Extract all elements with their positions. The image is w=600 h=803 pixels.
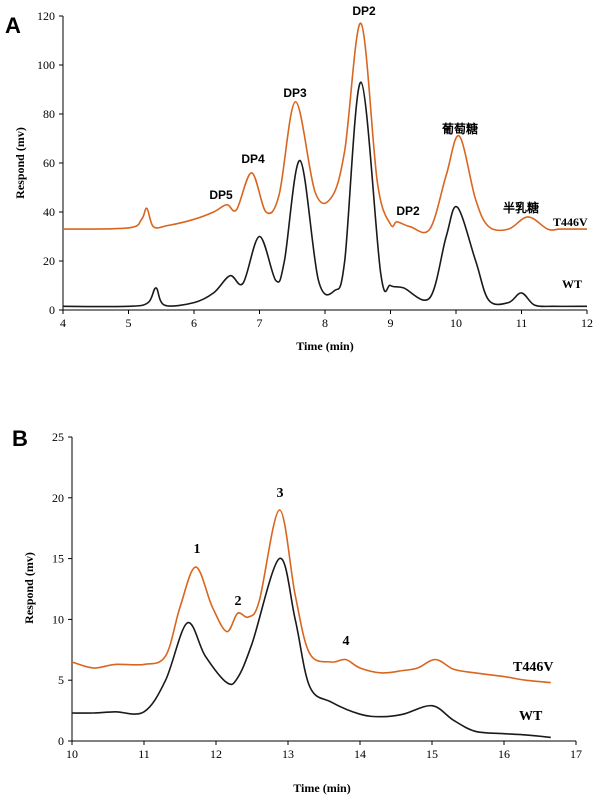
panel-b-y-tick-label: 20 bbox=[52, 491, 64, 505]
annotation-peak-1: 1 bbox=[194, 542, 201, 557]
annotation-dp3: DP3 bbox=[283, 86, 307, 100]
panel-a-y-tick-label: 100 bbox=[37, 58, 55, 72]
panel-a-series-label-t446v: T446V bbox=[553, 215, 588, 229]
panel-a-y-tick-label: 40 bbox=[43, 205, 55, 219]
panel-b-x-tick-label: 11 bbox=[138, 747, 150, 761]
panel-a-ylabel: Respond (mv) bbox=[13, 127, 27, 199]
panel-b-series-line-t446v bbox=[71, 509, 551, 684]
panel-b-series-label-t446v: T446V bbox=[513, 660, 553, 675]
panel-a-x-tick-label: 10 bbox=[450, 316, 462, 330]
panel-a-x-tick-label: 6 bbox=[191, 316, 197, 330]
annotation-glucose: 葡萄糖 bbox=[441, 121, 478, 136]
panel-a-x-tick-label: 4 bbox=[60, 316, 66, 330]
panel-b-x-tick-label: 12 bbox=[210, 747, 222, 761]
panel-a-xlabel: Time (min) bbox=[296, 339, 353, 353]
panel-a-x-tick-label: 8 bbox=[322, 316, 328, 330]
panel-a-y-tick-label: 120 bbox=[37, 9, 55, 23]
panel-b-y-tick-label: 15 bbox=[52, 552, 64, 566]
annotation-peak-4: 4 bbox=[343, 634, 350, 649]
panel-a-series-label-wt: WT bbox=[562, 277, 582, 291]
annotation-galactose: 半乳糖 bbox=[503, 200, 539, 215]
panel-b-x-tick-label: 17 bbox=[570, 747, 582, 761]
panel-b-xlabel: Time (min) bbox=[293, 781, 350, 795]
panel-b-ylabel: Respond (mv) bbox=[22, 552, 36, 624]
panel-b-y-tick-label: 10 bbox=[52, 612, 64, 626]
annotation-dp2-small: DP2 bbox=[396, 204, 420, 218]
annotation-dp2-top: DP2 bbox=[352, 4, 376, 18]
panel-b-x-tick-label: 16 bbox=[498, 747, 510, 761]
panel-a-y-tick-label: 20 bbox=[43, 254, 55, 268]
panel-b-label: B bbox=[12, 426, 28, 451]
panel-a-x-tick-label: 12 bbox=[581, 316, 593, 330]
panel-b-x-tick-label: 14 bbox=[354, 747, 366, 761]
panel-b-y-tick-label: 5 bbox=[58, 673, 64, 687]
panel-b-x-tick-label: 10 bbox=[66, 747, 78, 761]
annotation-peak-2: 2 bbox=[235, 594, 242, 609]
panel-a-y-tick-label: 0 bbox=[49, 303, 55, 317]
panel-a-x-tick-label: 5 bbox=[126, 316, 132, 330]
panel-a-y-tick-label: 60 bbox=[43, 156, 55, 170]
panel-a-x-tick-label: 9 bbox=[388, 316, 394, 330]
panel-b-x-tick-label: 15 bbox=[426, 747, 438, 761]
annotation-dp5: DP5 bbox=[209, 188, 233, 202]
panel-a-x-tick-label: 7 bbox=[257, 316, 263, 330]
panel-a-series-line-t446v bbox=[62, 22, 587, 234]
panel-b-y-tick-label: 0 bbox=[58, 734, 64, 748]
panel-b-x-tick-label: 13 bbox=[282, 747, 294, 761]
panel-b-y-tick-label: 25 bbox=[52, 430, 64, 444]
annotation-dp4: DP4 bbox=[241, 152, 265, 166]
panel-a-label: A bbox=[5, 13, 21, 38]
panel-a-x-tick-label: 11 bbox=[516, 316, 528, 330]
panel-a-y-tick-label: 80 bbox=[43, 107, 55, 121]
panel-a-series-line-wt bbox=[62, 81, 588, 308]
panel-b-series-label-wt: WT bbox=[519, 709, 543, 724]
panel-b-series-line-wt bbox=[71, 557, 551, 739]
annotation-peak-3: 3 bbox=[277, 486, 284, 501]
